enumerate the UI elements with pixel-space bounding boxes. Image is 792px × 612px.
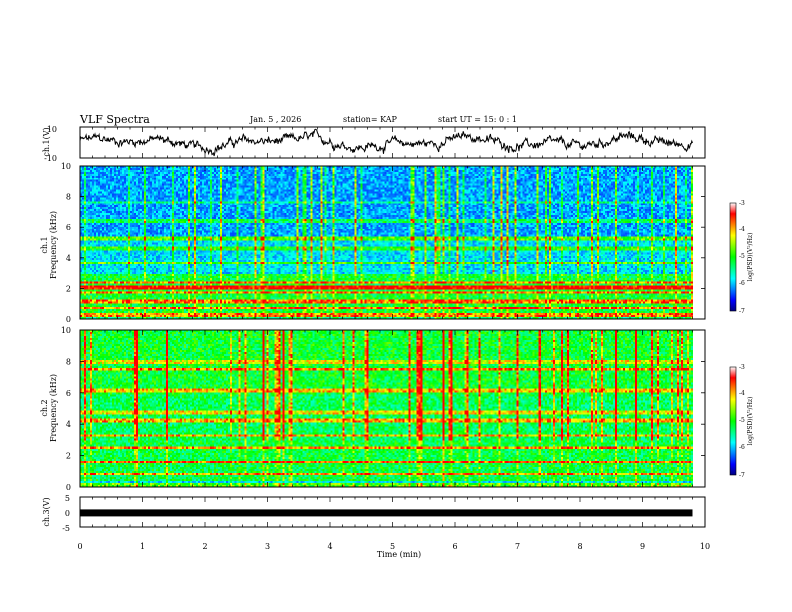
ch2-colorbar-scale <box>730 367 736 475</box>
ch1-colorbar-tick: -5 <box>739 253 745 260</box>
ch1-spectrogram-image <box>80 166 693 319</box>
frequency-tick-label: 10 <box>61 162 71 171</box>
ch1-ylabel-frequency: Frequency (kHz) <box>49 211 58 279</box>
time-tick-label: 1 <box>140 542 145 551</box>
time-tick-label: 5 <box>390 542 395 551</box>
ch1-spectrogram-blank-tail <box>693 166 705 319</box>
ch3-ytick: -5 <box>62 524 70 533</box>
frequency-tick-label: 0 <box>66 315 71 324</box>
ch1-colorbar-tick: -4 <box>739 226 745 233</box>
time-tick-label: 10 <box>700 542 710 551</box>
ch3-ylabel: ch.3(V) <box>42 497 51 526</box>
ch2-spectrogram-blank-tail <box>693 330 705 487</box>
ch1-waveform-ylabel: ch.1(V) <box>42 127 51 156</box>
time-axis-labels: 0 1 2 3 4 5 6 7 8 9 10 <box>77 542 710 551</box>
frequency-tick-label: 2 <box>66 284 71 293</box>
ch3-panel: 5 0 -5 ch.3(V) <box>42 494 706 533</box>
ch2-colorbar-tick: -3 <box>739 364 745 371</box>
time-axis-ticks <box>79 127 706 527</box>
ch3-ytick: 5 <box>65 494 70 503</box>
time-tick-label: 8 <box>577 542 582 551</box>
date-label: Jan. 5 , 2026 <box>249 115 301 124</box>
frequency-tick-label: 6 <box>66 389 71 398</box>
frequency-tick-label: 6 <box>66 223 71 232</box>
ch2-colorbar: -3 -4 -5 -6 -7 log(PSD)(V²/Hz) <box>729 364 754 479</box>
ch1-spectrogram-yticks: 0 2 4 6 8 10 <box>61 162 705 324</box>
ch1-colorbar-tick: -6 <box>739 280 745 287</box>
frequency-tick-label: 8 <box>66 357 71 366</box>
ch1-ytick-bottom: -10 <box>44 154 57 163</box>
frequency-tick-label: 4 <box>66 420 71 429</box>
ch1-colorbar-label: log(PSD)(V²/Hz) <box>747 233 754 282</box>
ch2-spectrogram-panel: ch.2 Frequency (kHz) 0 2 4 6 8 10 <box>40 326 706 492</box>
time-tick-label: 0 <box>77 542 82 551</box>
ch2-colorbar-tick: -5 <box>739 417 745 424</box>
ch1-waveform-trace <box>79 128 693 157</box>
ch1-colorbar: -3 -4 -5 -6 -7 log(PSD)(V²/Hz) <box>729 200 754 315</box>
ch2-spectrogram-image <box>80 330 693 487</box>
figure-title: VLF Spectra <box>79 113 150 126</box>
time-tick-label: 9 <box>640 542 645 551</box>
ch2-colorbar-tick: -7 <box>739 472 745 479</box>
time-tick-label: 6 <box>452 542 457 551</box>
frequency-tick-label: 8 <box>66 193 71 202</box>
ch2-ylabel-frequency: Frequency (kHz) <box>49 374 58 442</box>
ch1-colorbar-border <box>729 202 737 312</box>
time-tick-label: 2 <box>202 542 207 551</box>
ch1-waveform-panel: 10 -10 ch.1(V) <box>42 125 706 163</box>
ch2-colorbar-label: log(PSD)(V²/Hz) <box>747 397 754 446</box>
ch1-ylabel-channel: ch.1 <box>40 236 49 253</box>
frequency-tick-label: 0 <box>66 483 71 492</box>
time-tick-label: 7 <box>515 542 520 551</box>
ch1-colorbar-tick: -3 <box>739 200 745 207</box>
frequency-tick-label: 2 <box>66 452 71 461</box>
ch1-colorbar-tick: -7 <box>739 308 745 315</box>
ch2-ylabel-channel: ch.2 <box>40 399 49 416</box>
station-label: station= KAP <box>343 115 398 124</box>
ch2-colorbar-tick: -4 <box>739 390 745 397</box>
frequency-tick-label: 4 <box>66 254 71 263</box>
ch1-colorbar-scale <box>730 203 736 311</box>
ch3-trace <box>80 509 693 517</box>
ch2-colorbar-tick: -6 <box>739 444 745 451</box>
ch3-ytick: 0 <box>65 509 70 518</box>
ch1-spectrogram-panel: ch.1 Frequency (kHz) 0 2 4 6 8 10 <box>40 162 706 324</box>
ch1-ytick-top: 10 <box>47 125 57 134</box>
start-time-label: start UT = 15: 0 : 1 <box>438 115 517 124</box>
time-axis-label: Time (min) <box>377 550 421 559</box>
time-tick-label: 4 <box>327 542 332 551</box>
time-tick-label: 3 <box>265 542 270 551</box>
ch2-colorbar-border <box>729 366 737 476</box>
frequency-tick-label: 10 <box>61 326 71 335</box>
